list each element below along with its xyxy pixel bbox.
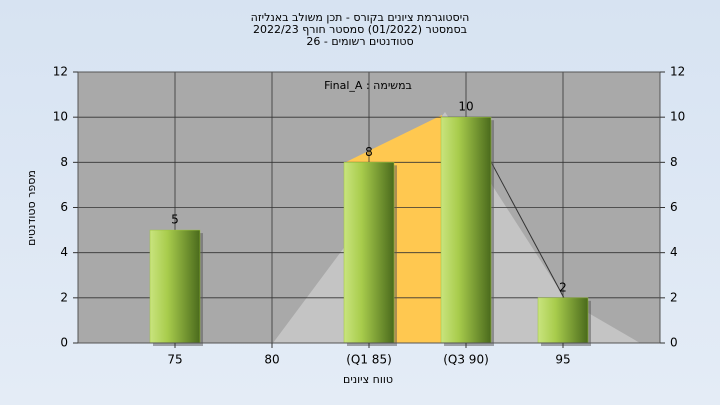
y2-tick-label: 6 [670,200,678,214]
data-label: 10 [458,100,473,114]
y-tick-label: 2 [60,290,68,304]
y2-tick-label: 12 [670,65,685,79]
y-axis-label: מספר סטודנטים [25,170,38,246]
data-label: 2 [559,280,567,294]
y2-tick-label: 0 [670,336,678,350]
y-tick-label: 6 [60,200,68,214]
bar [343,162,395,344]
y-tick-label: 12 [53,65,68,79]
x-axis-label: טווח ציונים [343,373,393,386]
data-label: 8 [365,145,373,159]
y2-tick-label: 4 [670,245,678,259]
bar [440,116,492,344]
y-tick-label: 8 [60,155,68,169]
x-tick-label: 75 [167,353,182,367]
y-tick-label: 0 [60,336,68,350]
data-label: 5 [171,213,179,227]
marks [149,116,591,347]
y-tick-label: 10 [53,110,68,124]
chart-subtitle: סטודנטים רשומים - 26 [306,35,413,48]
y2-tick-label: 10 [670,110,685,124]
annotation: במשימה : Final_A [324,79,412,92]
x-tick-label: (Q3 90) [443,353,489,367]
y2-tick-label: 8 [670,155,678,169]
chart-subtitle: בסמסטר (01/2022) סמסטר חורף 2022/23 [253,23,467,36]
y2-tick-label: 2 [670,290,678,304]
y-tick-label: 4 [60,245,68,259]
x-tick-label: 80 [264,353,279,367]
x-tick-label: 95 [555,353,570,367]
chart-title: היסטוגרמת ציונים בקורס - תכן משולב באנלי… [251,11,470,24]
x-tick-label: (Q1 85) [346,353,392,367]
bar [149,229,201,344]
bar [537,297,589,344]
